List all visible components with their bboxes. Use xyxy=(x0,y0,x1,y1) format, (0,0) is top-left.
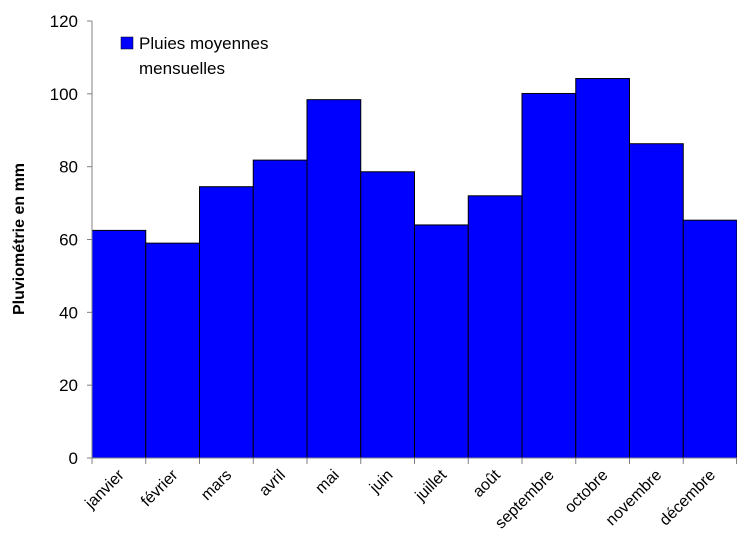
x-tick-label-février: février xyxy=(138,466,182,510)
x-tick-label-juillet: juillet xyxy=(412,466,451,505)
y-axis-ticks: 0 20 40 60 80 100 120 xyxy=(50,12,92,468)
bar-mai xyxy=(306,99,362,459)
bar-series xyxy=(91,78,737,459)
y-tick-label: 40 xyxy=(59,303,78,322)
x-axis-labels: janvier février mars avril mai juin juillet aoû… xyxy=(82,466,719,532)
x-axis-ticks xyxy=(91,458,737,464)
y-tick-label: 80 xyxy=(59,158,78,177)
x-tick-label-octobre: octobre xyxy=(562,467,612,517)
y-tick-label: 120 xyxy=(50,12,78,31)
legend-label-line-2: mensuelles xyxy=(139,59,225,78)
x-tick-label-novembre: novembre xyxy=(603,467,665,529)
x-tick-label-janvier: janvier xyxy=(82,466,129,513)
x-tick-label-avril: avril xyxy=(256,467,289,500)
x-tick-label-juin: juin xyxy=(366,467,396,497)
bar-juin xyxy=(360,171,415,459)
bar-juillet xyxy=(414,224,469,459)
bar-janvier xyxy=(91,229,147,459)
y-tick-label: 100 xyxy=(50,85,78,104)
y-tick-label: 60 xyxy=(59,231,78,250)
bar-novembre xyxy=(629,143,684,459)
y-tick-label: 20 xyxy=(59,376,78,395)
bar-février xyxy=(145,242,200,459)
x-tick-label-septembre: septembre xyxy=(492,467,558,533)
bar-avril xyxy=(252,159,308,459)
legend-swatch xyxy=(120,36,134,50)
x-tick-label-août: août xyxy=(470,466,504,500)
x-tick-label-mars: mars xyxy=(198,467,235,504)
bar-septembre xyxy=(521,92,577,459)
x-tick-label-mai: mai xyxy=(312,467,342,497)
x-tick-label-décembre: décembre xyxy=(657,467,719,529)
bar-août xyxy=(467,195,523,459)
bar-décembre xyxy=(682,219,737,459)
y-tick-label: 0 xyxy=(69,449,78,468)
bar-octobre xyxy=(575,78,630,459)
y-axis-title: Pluviométrie en mm xyxy=(11,163,28,315)
bar-mars xyxy=(199,186,254,459)
legend-label-line-1: Pluies moyennes xyxy=(139,34,268,53)
legend: Pluies moyennes mensuelles xyxy=(120,34,268,78)
